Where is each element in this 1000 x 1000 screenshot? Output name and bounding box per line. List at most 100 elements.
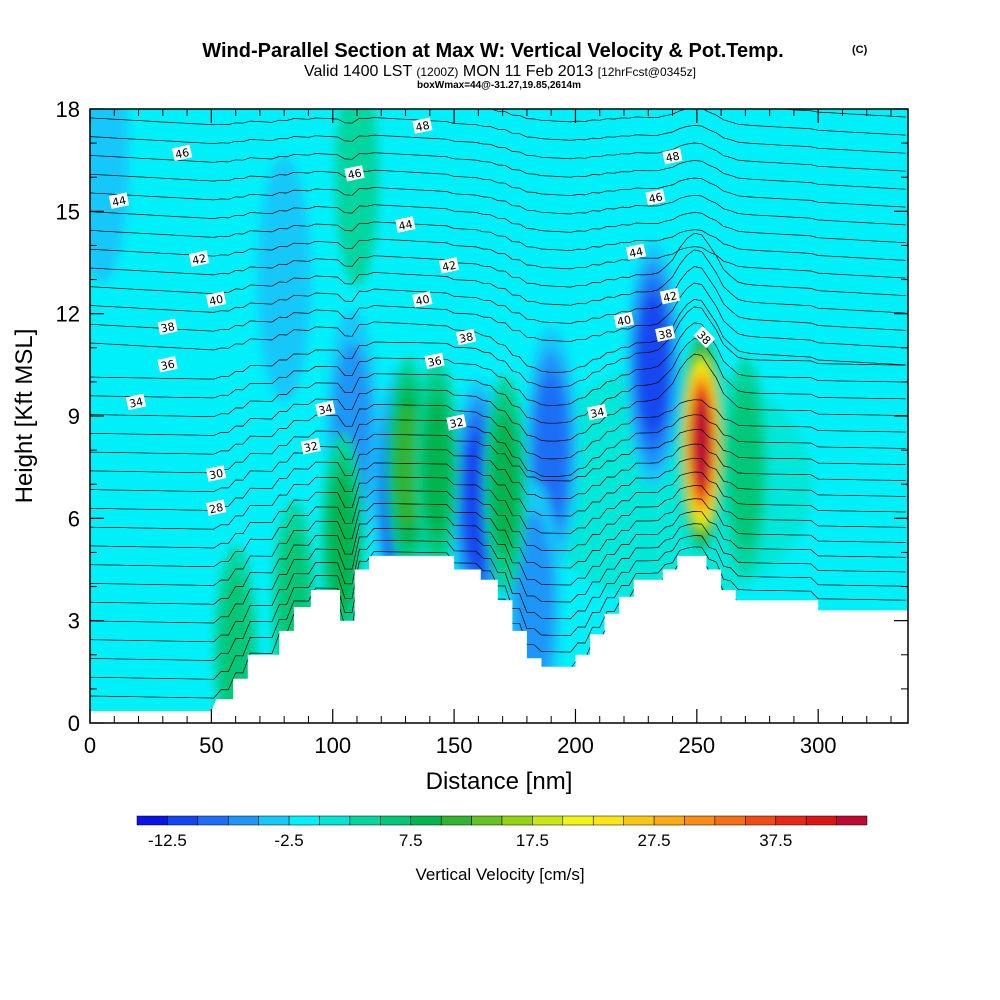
colorbar-swatch	[775, 815, 807, 826]
theta-label: 44	[625, 243, 647, 261]
y-tick-label: 9	[68, 404, 80, 429]
theta-label: 34	[125, 393, 147, 411]
theta-label-text: 34	[589, 405, 605, 421]
theta-label-text: 48	[414, 119, 430, 135]
copyright-mark: (C)	[852, 44, 868, 56]
theta-label-text: 42	[662, 289, 678, 305]
subtitle-utc: (1200Z)	[416, 65, 458, 79]
theta-contour	[90, 187, 906, 226]
box-info: boxWmax=44@-31.27,19.85,2614m	[417, 80, 581, 91]
theta-contour	[90, 399, 906, 460]
y-tick-label: 0	[68, 711, 80, 736]
theta-contour	[90, 306, 906, 388]
colorbar-tick-label: 37.5	[759, 831, 792, 850]
theta-label-text: 40	[208, 293, 224, 309]
theta-label: 42	[438, 257, 460, 275]
theta-label: 46	[344, 165, 365, 182]
theta-contour	[90, 298, 906, 373]
colorbar-swatch	[228, 815, 259, 826]
theta-label-text: 30	[208, 467, 224, 483]
theta-contour	[90, 221, 906, 261]
theta-label-text: 42	[441, 259, 457, 275]
theta-label-text: 42	[191, 252, 207, 268]
chart-subtitle: Valid 1400 LST (1200Z) MON 11 Feb 2013 […	[304, 63, 696, 80]
colorbar-swatch	[440, 815, 472, 826]
chart-title: Wind-Parallel Section at Max W: Vertical…	[202, 40, 783, 62]
updraft-contour	[729, 386, 762, 548]
x-tick-label: 150	[436, 733, 473, 758]
theta-label: 38	[655, 325, 676, 342]
y-tick-label: 15	[56, 199, 80, 224]
theta-label: 38	[455, 328, 477, 346]
colorbar-swatch	[623, 815, 655, 826]
theta-contour	[90, 414, 906, 477]
theta-contour	[90, 457, 906, 530]
theta-label: 42	[659, 287, 681, 305]
theta-contour	[90, 204, 906, 244]
colorbar-swatch	[288, 815, 320, 826]
theta-label: 36	[424, 352, 445, 370]
colorbar-swatch	[532, 815, 564, 826]
x-tick-label: 250	[678, 733, 715, 758]
theta-label-text: 44	[397, 218, 413, 234]
theta-label: 38	[157, 318, 178, 336]
downdraft-contour	[90, 109, 129, 283]
theta-contour	[90, 249, 906, 314]
colorbar-swatch	[471, 815, 503, 826]
colorbar-tick-label: -12.5	[148, 831, 187, 850]
theta-contour	[90, 443, 906, 511]
theta-label: 40	[613, 311, 635, 329]
colorbar-swatch	[380, 815, 411, 826]
theta-label: 28	[205, 499, 227, 516]
updraft-contour	[491, 415, 519, 553]
theta-contour	[90, 152, 906, 190]
colorbar: -12.5 -2.5 7.5 17.5 27.5 37.5	[136, 815, 868, 850]
colorbar-swatch	[653, 815, 685, 826]
colorbar-swatch	[714, 815, 746, 826]
theta-contour	[90, 471, 906, 549]
theta-label: 48	[662, 148, 683, 165]
theta-label: 32	[300, 437, 321, 455]
theta-label-text: 40	[414, 293, 430, 309]
colorbar-title: Vertical Velocity [cm/s]	[415, 865, 584, 884]
colorbar-swatch	[562, 815, 594, 826]
theta-contour	[90, 353, 906, 442]
theta-label: 32	[446, 414, 467, 431]
colorbar-swatch	[805, 815, 837, 826]
theta-label: 48	[412, 117, 433, 134]
theta-contour	[90, 266, 906, 331]
theta-contour	[90, 338, 906, 424]
x-tick-label: 50	[199, 733, 223, 758]
updraft-contour	[328, 473, 357, 611]
theta-contour	[90, 134, 906, 172]
x-tick-label: 0	[84, 733, 96, 758]
colorbar-swatch	[258, 815, 290, 826]
theta-label: 36	[157, 356, 178, 373]
theta-label-text: 46	[648, 190, 664, 206]
theta-contour	[90, 485, 906, 568]
theta-contour	[90, 535, 906, 643]
theta-contour	[90, 523, 906, 624]
x-tick-label: 100	[314, 733, 351, 758]
subtitle-date: MON 11 Feb 2013	[463, 63, 594, 80]
theta-contour	[90, 232, 906, 296]
theta-label: 46	[645, 188, 666, 206]
theta-label-text: 38	[160, 320, 176, 336]
updraft-contour	[335, 109, 379, 287]
y-tick-label: 18	[56, 97, 80, 122]
colorbar-swatch	[197, 815, 229, 826]
updraft-contour	[395, 405, 421, 530]
colorbar-swatch	[136, 815, 168, 826]
colorbar-swatch	[319, 815, 351, 826]
colorbar-tick-label: 17.5	[516, 831, 549, 850]
theta-label: 40	[412, 291, 433, 308]
colorbar-swatch	[745, 815, 776, 826]
theta-label-text: 32	[303, 439, 319, 455]
theta-label: 46	[171, 144, 193, 162]
colorbar-swatch	[501, 815, 533, 826]
y-tick-label: 3	[68, 609, 80, 634]
x-tick-label: 200	[557, 733, 594, 758]
theta-label-text: 44	[111, 194, 127, 210]
theta-label-text: 36	[160, 357, 176, 373]
